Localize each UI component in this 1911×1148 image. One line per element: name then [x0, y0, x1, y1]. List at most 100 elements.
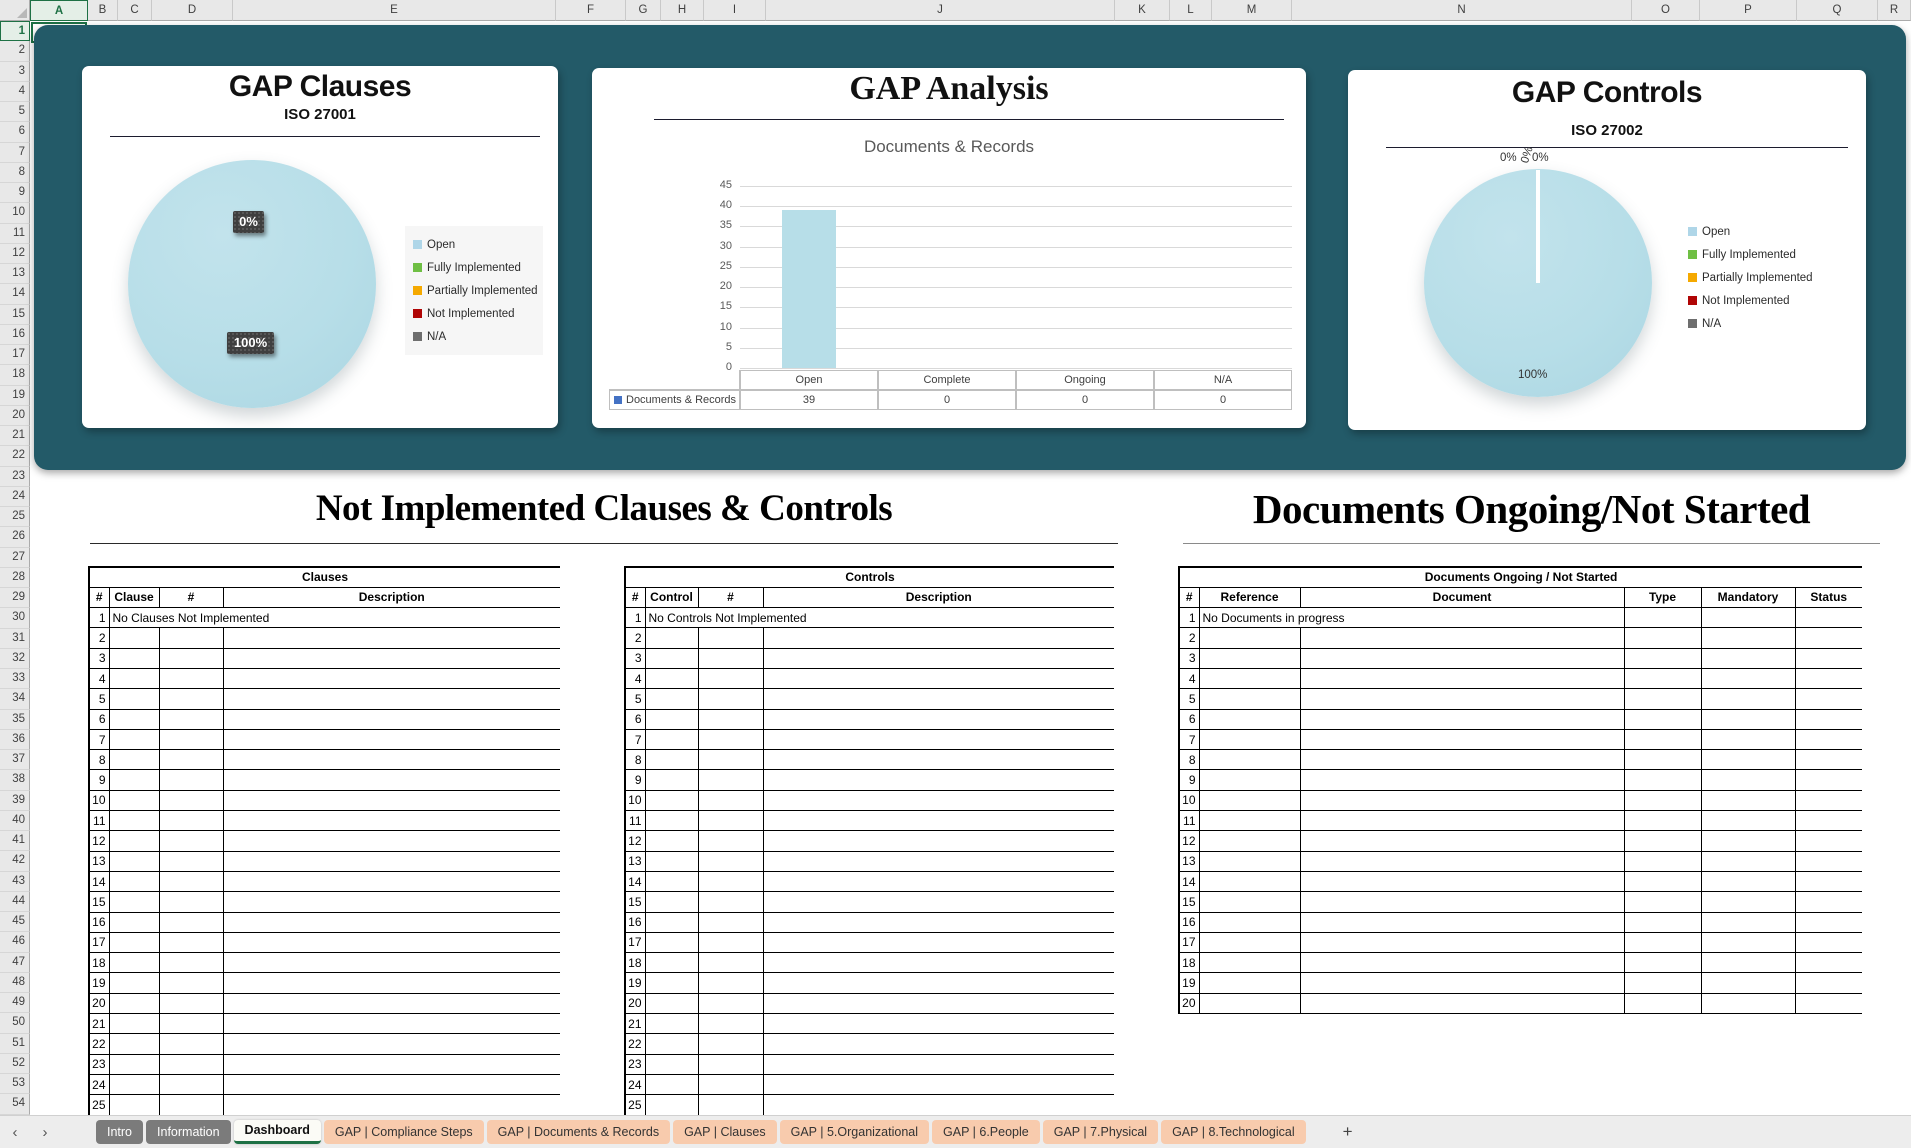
row-header-23[interactable]: 23	[0, 466, 30, 487]
empty-cell[interactable]	[108, 1053, 160, 1075]
empty-cell[interactable]	[1700, 870, 1796, 893]
empty-cell[interactable]	[697, 749, 764, 771]
empty-cell[interactable]	[158, 911, 224, 933]
row-header-6[interactable]: 6	[0, 122, 30, 143]
row-header-26[interactable]: 26	[0, 527, 30, 548]
empty-cell[interactable]	[644, 789, 699, 812]
empty-cell[interactable]	[1794, 911, 1862, 933]
row-number-cell[interactable]: 12	[88, 830, 110, 852]
empty-cell[interactable]	[1623, 749, 1702, 771]
empty-cell[interactable]	[158, 992, 224, 1015]
empty-cell[interactable]	[762, 870, 1114, 893]
empty-cell[interactable]	[1623, 769, 1702, 791]
empty-cell[interactable]	[697, 1094, 764, 1115]
empty-cell[interactable]	[762, 749, 1114, 771]
empty-cell[interactable]	[1299, 749, 1625, 771]
empty-cell[interactable]	[1623, 952, 1702, 974]
row-number-cell[interactable]: 9	[624, 769, 646, 791]
row-number-cell[interactable]: 18	[624, 952, 646, 974]
row-number-cell[interactable]: 16	[624, 911, 646, 933]
empty-cell[interactable]	[222, 667, 560, 690]
empty-cell[interactable]	[1623, 891, 1702, 913]
empty-cell[interactable]	[1623, 647, 1702, 669]
row-number-cell[interactable]: 15	[88, 891, 110, 913]
empty-cell[interactable]	[1794, 607, 1862, 629]
empty-cell[interactable]	[108, 1033, 160, 1055]
empty-cell[interactable]	[1794, 972, 1862, 994]
empty-cell[interactable]	[697, 891, 764, 913]
empty-cell[interactable]	[697, 728, 764, 751]
empty-cell[interactable]	[762, 810, 1114, 832]
empty-cell[interactable]	[644, 931, 699, 954]
empty-cell[interactable]	[158, 728, 224, 751]
row-number-cell[interactable]: 23	[624, 1053, 646, 1075]
row-number-cell[interactable]: 11	[88, 810, 110, 832]
row-number-cell[interactable]: 2	[1178, 627, 1200, 649]
row-header-28[interactable]: 28	[0, 567, 30, 588]
empty-cell[interactable]	[697, 708, 764, 730]
empty-cell[interactable]	[1299, 789, 1625, 812]
empty-cell[interactable]	[222, 992, 560, 1015]
empty-cell[interactable]	[1623, 607, 1702, 629]
empty-cell[interactable]	[1700, 688, 1796, 710]
empty-cell[interactable]	[1198, 749, 1301, 771]
row-number-cell[interactable]: 4	[1178, 667, 1200, 690]
row-number-cell[interactable]: 25	[624, 1094, 646, 1115]
row-number-cell[interactable]: 24	[624, 1073, 646, 1096]
empty-cell[interactable]	[644, 728, 699, 751]
empty-cell[interactable]	[222, 810, 560, 832]
empty-cell[interactable]	[108, 870, 160, 893]
empty-cell[interactable]	[158, 870, 224, 893]
empty-cell[interactable]	[1700, 667, 1796, 690]
row-header-21[interactable]: 21	[0, 426, 30, 447]
row-header-33[interactable]: 33	[0, 669, 30, 690]
row-number-cell[interactable]: 3	[88, 647, 110, 669]
row-number-cell[interactable]: 1	[88, 607, 110, 629]
row-header-22[interactable]: 22	[0, 446, 30, 467]
empty-cell[interactable]	[644, 1094, 699, 1115]
empty-cell[interactable]	[108, 891, 160, 913]
empty-cell[interactable]	[644, 952, 699, 974]
empty-cell[interactable]	[762, 891, 1114, 913]
empty-cell[interactable]	[1299, 891, 1625, 913]
row-header-50[interactable]: 50	[0, 1013, 30, 1034]
empty-cell[interactable]	[697, 992, 764, 1015]
empty-cell[interactable]	[1623, 911, 1702, 933]
row-number-cell[interactable]: 5	[1178, 688, 1200, 710]
sheet-tab-gap-documents-records[interactable]: GAP | Documents & Records	[486, 1120, 671, 1144]
empty-cell[interactable]	[222, 769, 560, 791]
empty-cell[interactable]	[1794, 952, 1862, 974]
empty-cell[interactable]	[697, 952, 764, 974]
empty-cell[interactable]	[222, 931, 560, 954]
empty-cell[interactable]	[644, 708, 699, 730]
row-header-4[interactable]: 4	[0, 81, 30, 102]
row-header-7[interactable]: 7	[0, 142, 30, 163]
empty-cell[interactable]	[1299, 769, 1625, 791]
empty-cell[interactable]	[1700, 931, 1796, 954]
row-header-5[interactable]: 5	[0, 102, 30, 123]
empty-cell[interactable]	[697, 870, 764, 893]
empty-cell[interactable]	[108, 667, 160, 690]
empty-cell[interactable]	[697, 789, 764, 812]
empty-cell[interactable]	[697, 1033, 764, 1055]
empty-cell[interactable]	[644, 688, 699, 710]
empty-cell[interactable]	[158, 749, 224, 771]
row-header-49[interactable]: 49	[0, 993, 30, 1014]
row-header-12[interactable]: 12	[0, 243, 30, 264]
empty-cell[interactable]	[644, 810, 699, 832]
empty-cell[interactable]	[222, 1073, 560, 1096]
row-number-cell[interactable]: 5	[88, 688, 110, 710]
row-header-10[interactable]: 10	[0, 203, 30, 224]
empty-cell[interactable]	[222, 952, 560, 974]
empty-cell[interactable]	[697, 627, 764, 649]
empty-cell[interactable]	[762, 728, 1114, 751]
column-header-N[interactable]: N	[1292, 0, 1632, 21]
row-header-30[interactable]: 30	[0, 608, 30, 629]
empty-cell[interactable]	[762, 688, 1114, 710]
empty-cell[interactable]	[1623, 627, 1702, 649]
empty-cell[interactable]	[1623, 789, 1702, 812]
empty-cell[interactable]	[644, 972, 699, 994]
empty-cell[interactable]	[1299, 992, 1625, 1014]
empty-cell[interactable]	[108, 627, 160, 649]
empty-cell[interactable]	[1623, 708, 1702, 730]
